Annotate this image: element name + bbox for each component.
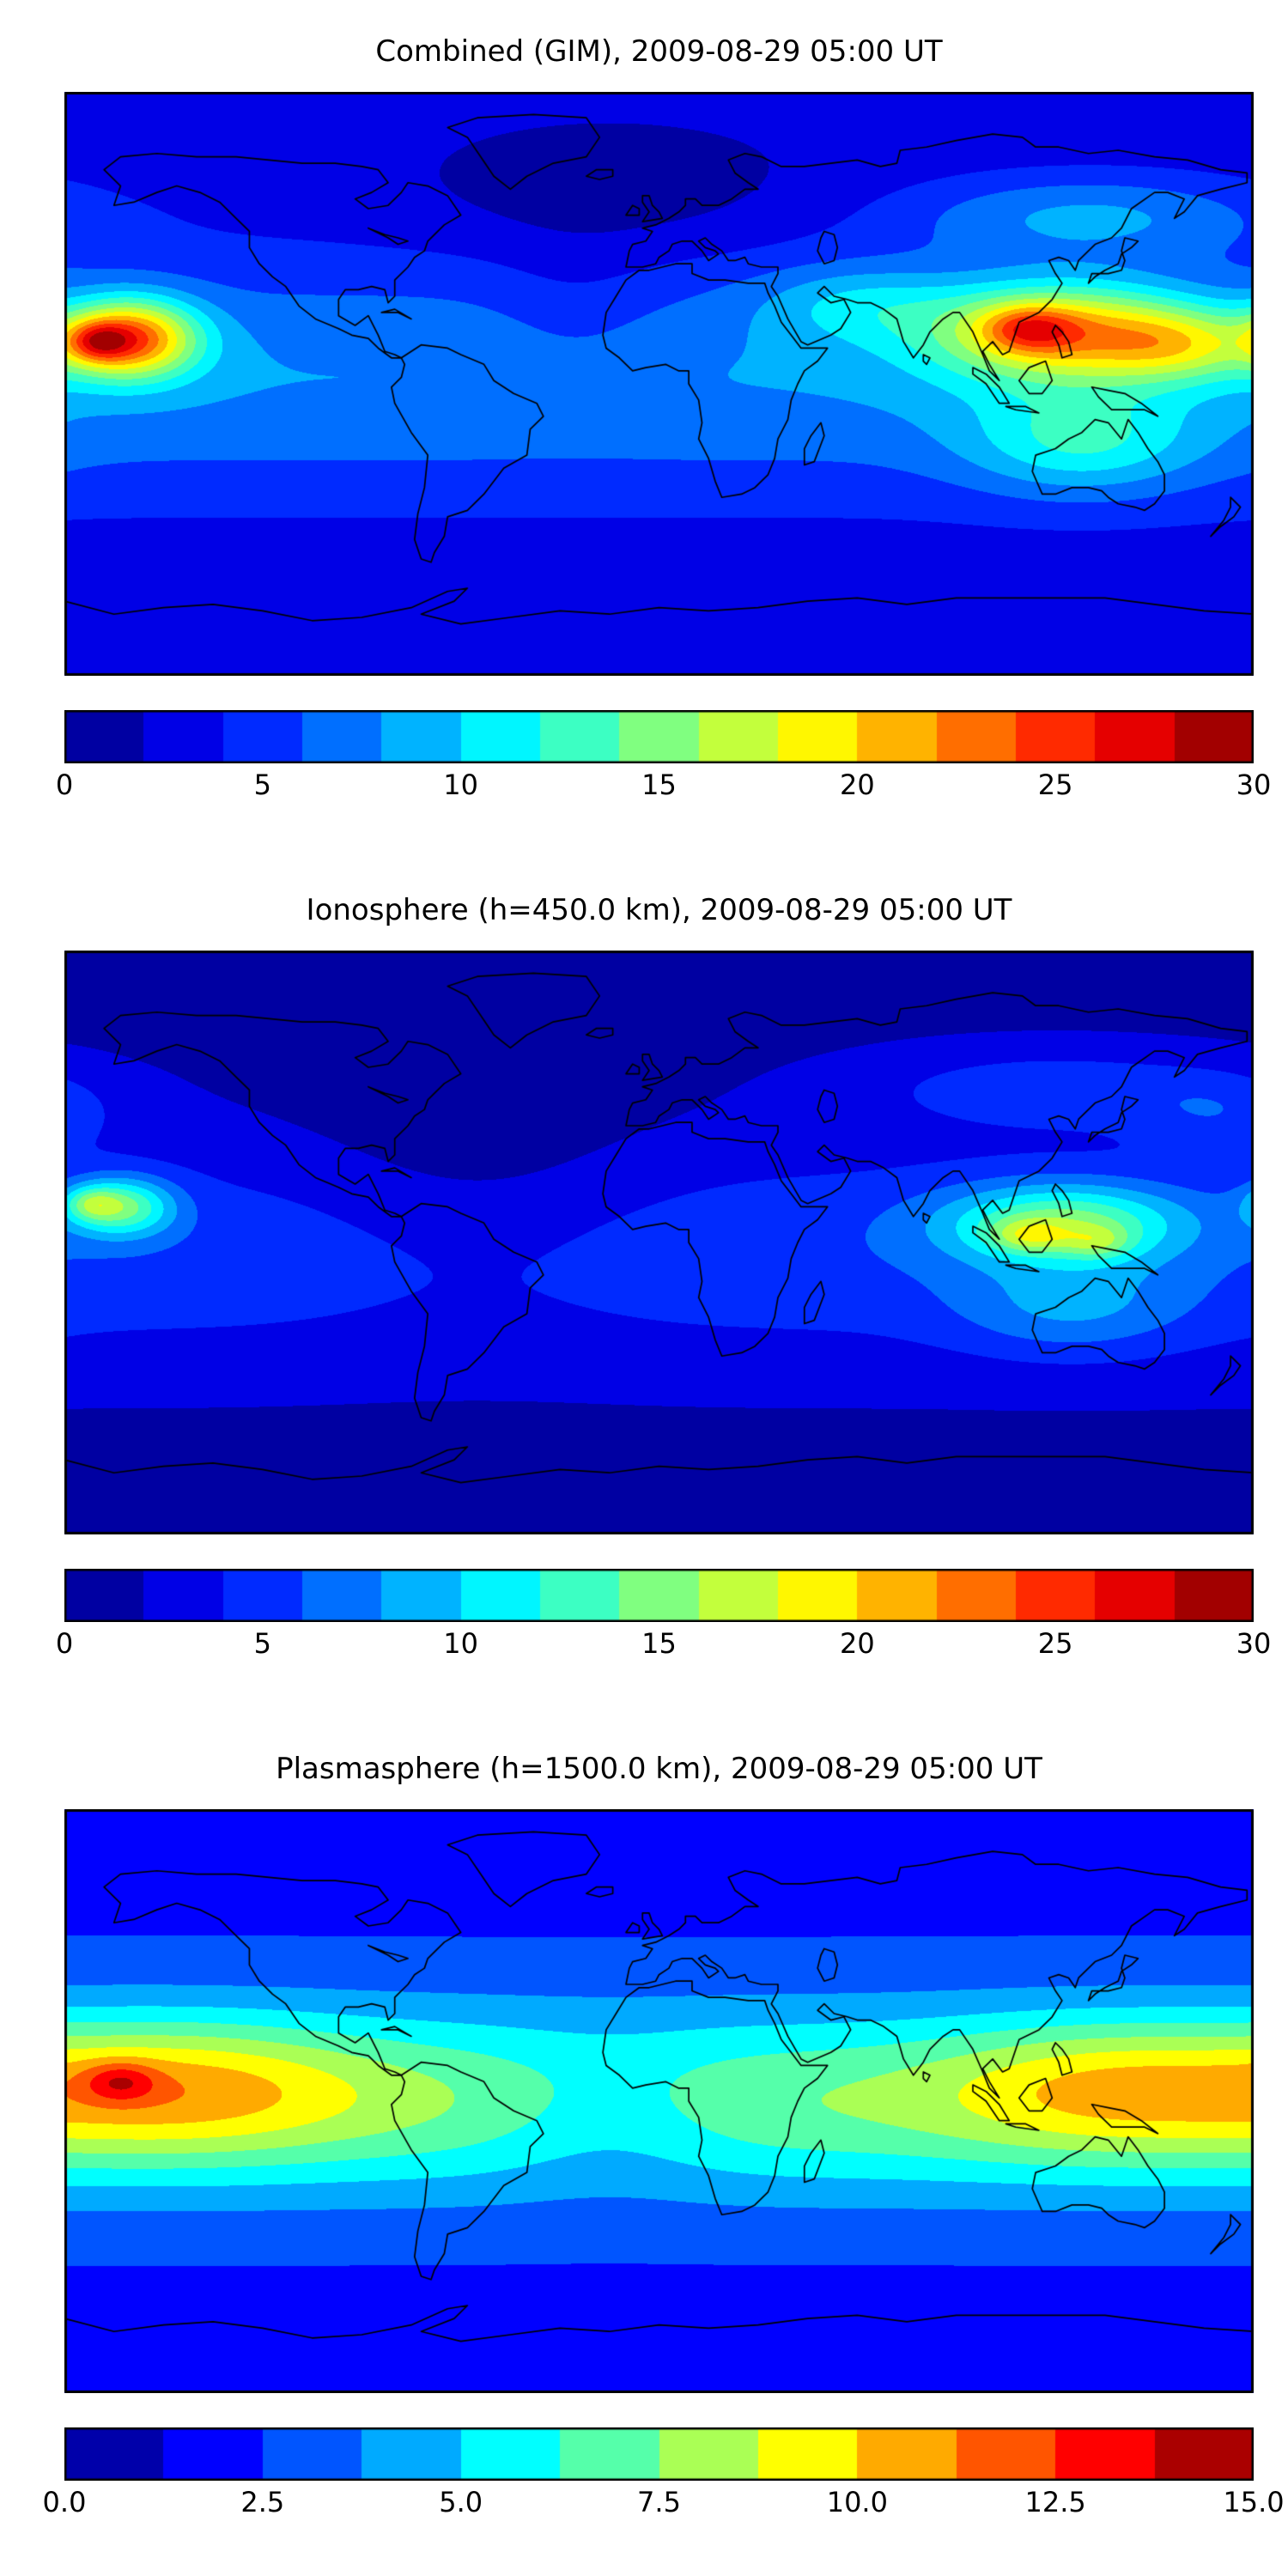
colorbar-tick-label: 25 [1037,768,1073,801]
colorbar-tick-label: 5 [253,768,272,801]
colorbar-tick-label: 2.5 [240,2485,285,2518]
colorbar-tick-label: 20 [839,1626,875,1660]
colorbar-tick-label: 10.0 [826,2485,888,2518]
colorbar-tick-label: 0 [55,768,74,801]
colorbar-tick-label: 10 [443,1626,479,1660]
colorbar-canvas [64,1568,1254,1622]
colorbar-tick-label: 30 [1236,1626,1272,1660]
colorbar-tick-label: 15 [641,768,677,801]
panel-ionosphere: Ionosphere (h=450.0 km), 2009-08-29 05:0… [0,859,1288,1717]
colorbar-canvas [64,709,1254,763]
colorbar-tick-label: 7.5 [637,2485,681,2518]
colorbar-tick-label: 20 [839,768,875,801]
map-canvas-combined [64,91,1254,676]
panel-plasmasphere: Plasmasphere (h=1500.0 km), 2009-08-29 0… [0,1717,1288,2576]
colorbar-plasmasphere: 0.0 2.5 5.0 7.5 10.0 12.5 15.0 [43,2427,1285,2525]
map-plasmasphere [64,1808,1254,2393]
colorbar-tick-label: 0.0 [42,2485,87,2518]
colorbar-tick-label: 10 [443,768,479,801]
panel-title: Plasmasphere (h=1500.0 km), 2009-08-29 0… [276,1752,1042,1786]
colorbar-ionosphere: 0 5 10 15 20 25 30 [56,1568,1272,1667]
colorbar-canvas [64,2427,1254,2481]
colorbar-tick-label: 5 [253,1626,272,1660]
colorbar-tick-label: 30 [1236,768,1272,801]
colorbar-tick-label: 15.0 [1223,2485,1285,2518]
panel-title: Combined (GIM), 2009-08-29 05:00 UT [375,34,943,69]
colorbar-ticks: 0 5 10 15 20 25 30 [56,763,1272,808]
colorbar-tick-label: 5.0 [439,2485,483,2518]
map-ionosphere [64,950,1254,1534]
map-canvas-plasmasphere [64,1808,1254,2393]
colorbar-ticks: 0 5 10 15 20 25 30 [56,1622,1272,1667]
map-canvas-ionosphere [64,950,1254,1534]
colorbar-tick-label: 12.5 [1024,2485,1086,2518]
colorbar-tick-label: 15 [641,1626,677,1660]
colorbar-ticks: 0.0 2.5 5.0 7.5 10.0 12.5 15.0 [43,2481,1285,2525]
panel-combined: Combined (GIM), 2009-08-29 05:00 UT 0 5 10… [0,0,1288,859]
map-combined [64,91,1254,676]
panel-title: Ionosphere (h=450.0 km), 2009-08-29 05:0… [306,893,1012,927]
colorbar-combined: 0 5 10 15 20 25 30 [56,709,1272,808]
colorbar-tick-label: 25 [1037,1626,1073,1660]
colorbar-tick-label: 0 [55,1626,74,1660]
